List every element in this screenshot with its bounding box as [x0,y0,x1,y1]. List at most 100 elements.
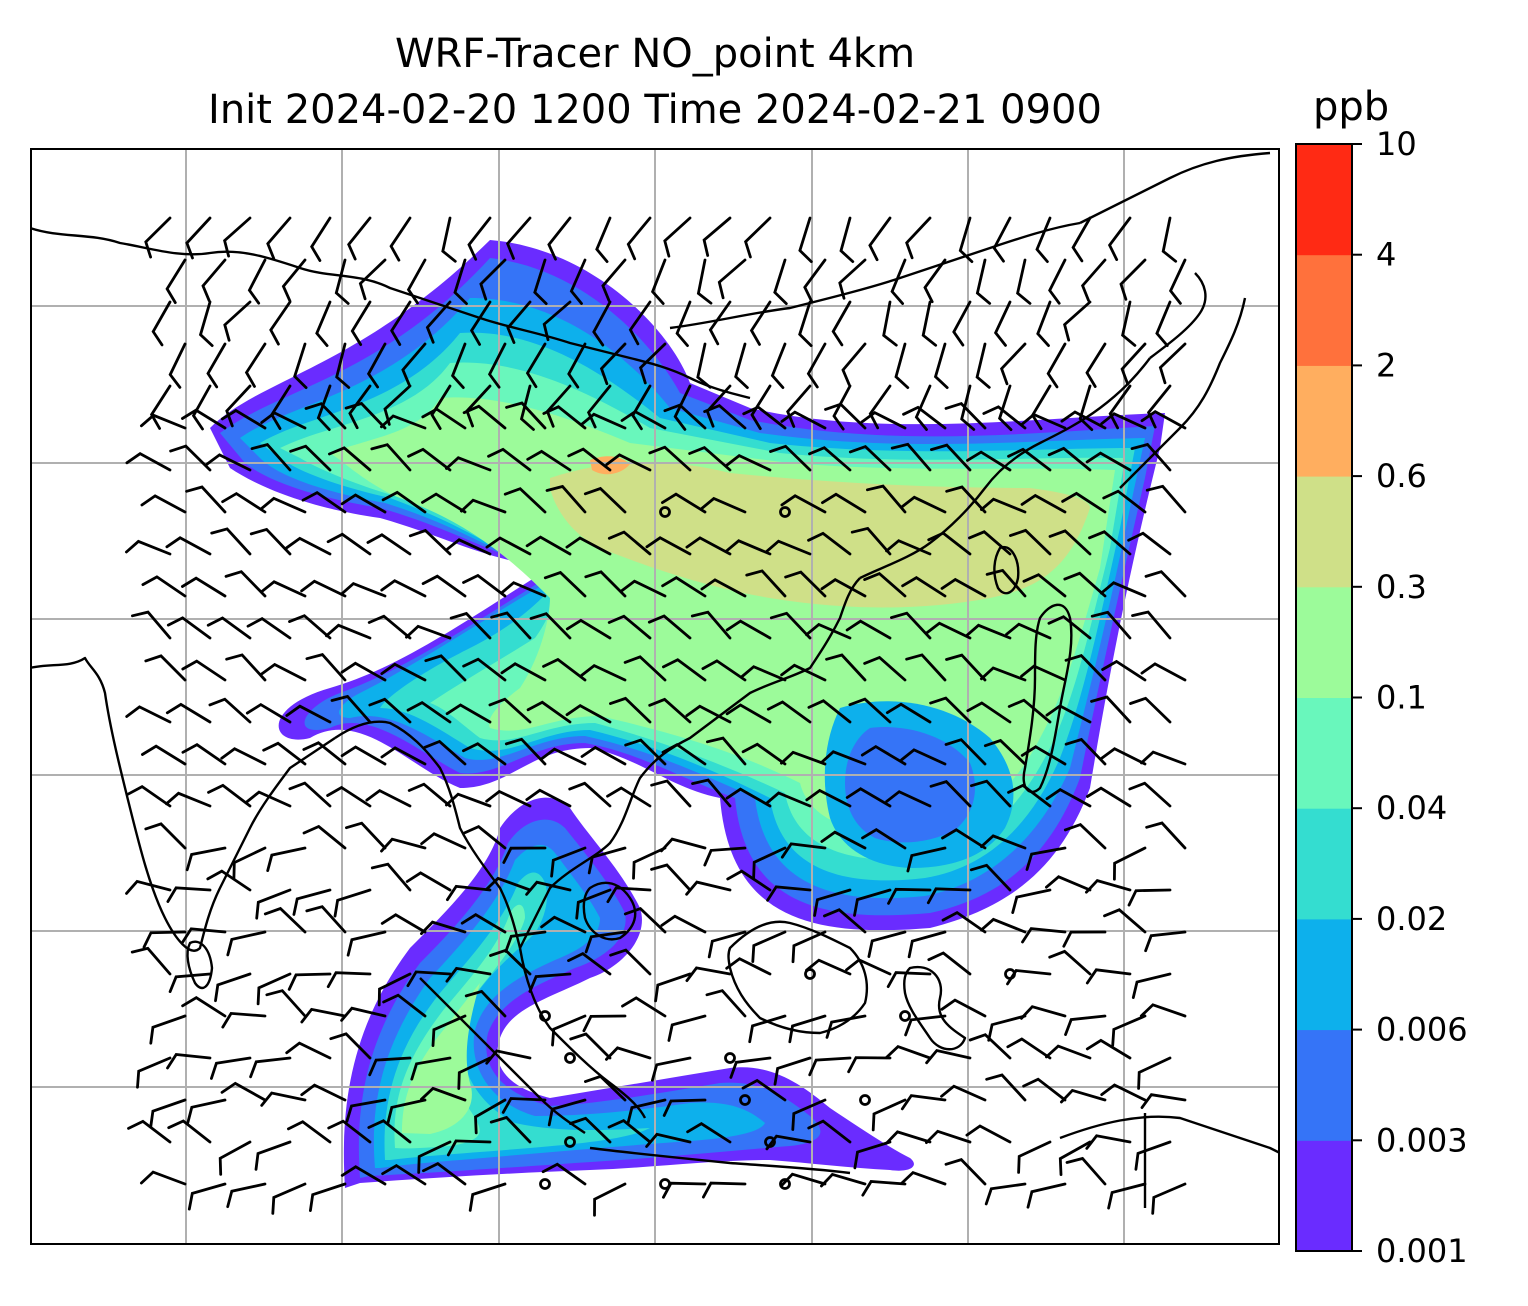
wind-barb [1045,875,1092,892]
wind-barb [805,958,852,976]
wind-barb [464,989,507,1018]
wind-barb [344,401,387,430]
wind-barb [1048,258,1067,305]
wind-barb [1011,888,1052,914]
wind-barb [1130,442,1172,472]
wind-barb [823,908,867,934]
wind-barb [675,300,692,347]
coast-ceylon [186,940,214,990]
wind-barb [329,1032,372,1060]
wind-barb [1100,747,1147,766]
wind-barb [926,887,972,905]
wind-barb [606,786,652,808]
wind-barb [140,1170,187,1186]
wind-barb [370,862,412,892]
wind-barb [980,917,1027,934]
wind-barb [567,951,612,976]
wind-barb [445,456,492,472]
wind-barb [987,1014,1027,1042]
wind-barb [565,618,612,640]
wind-barb [769,444,812,472]
wind-barb [580,412,627,430]
wind-barb [500,662,547,682]
map-panel [30,148,1280,1245]
wind-barb [541,1162,587,1186]
wind-barb [980,834,1027,850]
wind-barb [168,342,187,389]
wind-barb [366,342,387,389]
wind-barb [446,884,492,902]
wind-barb [958,216,974,263]
wind-barb [1022,1077,1067,1102]
wind-barb [501,1097,547,1114]
colorbar-tick-label: 4 [1376,236,1396,274]
calm-wind-marker [779,1178,791,1190]
wind-barb [245,702,292,724]
wind-barb [223,300,252,342]
wind-barb [502,846,547,864]
wind-barb [839,216,855,263]
wind-barb [1045,788,1092,808]
wind-barb [780,750,827,766]
wind-barb [1085,1134,1132,1150]
wind-barb [745,569,787,598]
wind-barb [601,258,627,302]
colorbar-swatch [1296,144,1352,256]
wind-barb [292,888,332,916]
wind-barb [260,1091,307,1107]
calm-wind-marker [659,506,671,518]
wind-barb [906,846,947,873]
wind-barb [740,665,787,682]
wind-barb [551,1014,587,1047]
coast-indochina [518,577,861,949]
wind-barb [380,837,427,853]
wind-barb [791,1098,827,1131]
wind-barb [453,258,468,305]
coast-new-guinea [1059,1115,1280,1155]
wind-barb [1086,786,1132,808]
wind-barb [725,957,772,976]
wind-barb [607,1118,652,1144]
wind-barb [1025,846,1067,871]
wind-barb [686,1122,732,1144]
wind-barb [181,996,227,1018]
wind-barb [368,697,412,724]
wind-barb [406,258,427,305]
wind-barb [907,930,947,959]
wind-barb [1085,451,1132,472]
wind-barb [890,611,932,640]
wind-barb [504,737,547,766]
calm-wind-marker [724,1052,736,1064]
wind-barb [487,342,507,389]
wind-barb [595,216,612,263]
wind-barb [567,342,587,389]
wind-barb [166,1053,212,1070]
wind-barb [820,830,867,850]
wind-barb [407,782,452,808]
wind-barb [347,216,372,261]
wind-barb [254,1140,292,1171]
wind-barb [181,576,227,598]
wind-barb [421,407,467,430]
wind-barb [621,996,667,1018]
wind-barb [141,575,187,598]
wind-barb [850,526,892,556]
wind-barb [1063,822,1107,850]
wind-barb [798,300,813,347]
wind-barb [685,536,732,556]
calm-wind-marker [539,1010,551,1022]
coast-japan [1119,297,1247,489]
wind-barb [605,1046,652,1061]
wind-barb [1065,1156,1107,1186]
wind-barb [1071,216,1092,263]
coast-china [859,357,1151,580]
wind-barb [181,927,227,944]
wind-barb [165,702,212,724]
wind-barb [187,1182,227,1211]
wind-barb [550,846,587,878]
colorbar-tick-label: 0.003 [1376,1121,1468,1159]
wind-barb [607,530,652,556]
wind-barb [281,258,307,303]
wind-barb [547,1098,587,1127]
wind-barb [326,532,372,556]
